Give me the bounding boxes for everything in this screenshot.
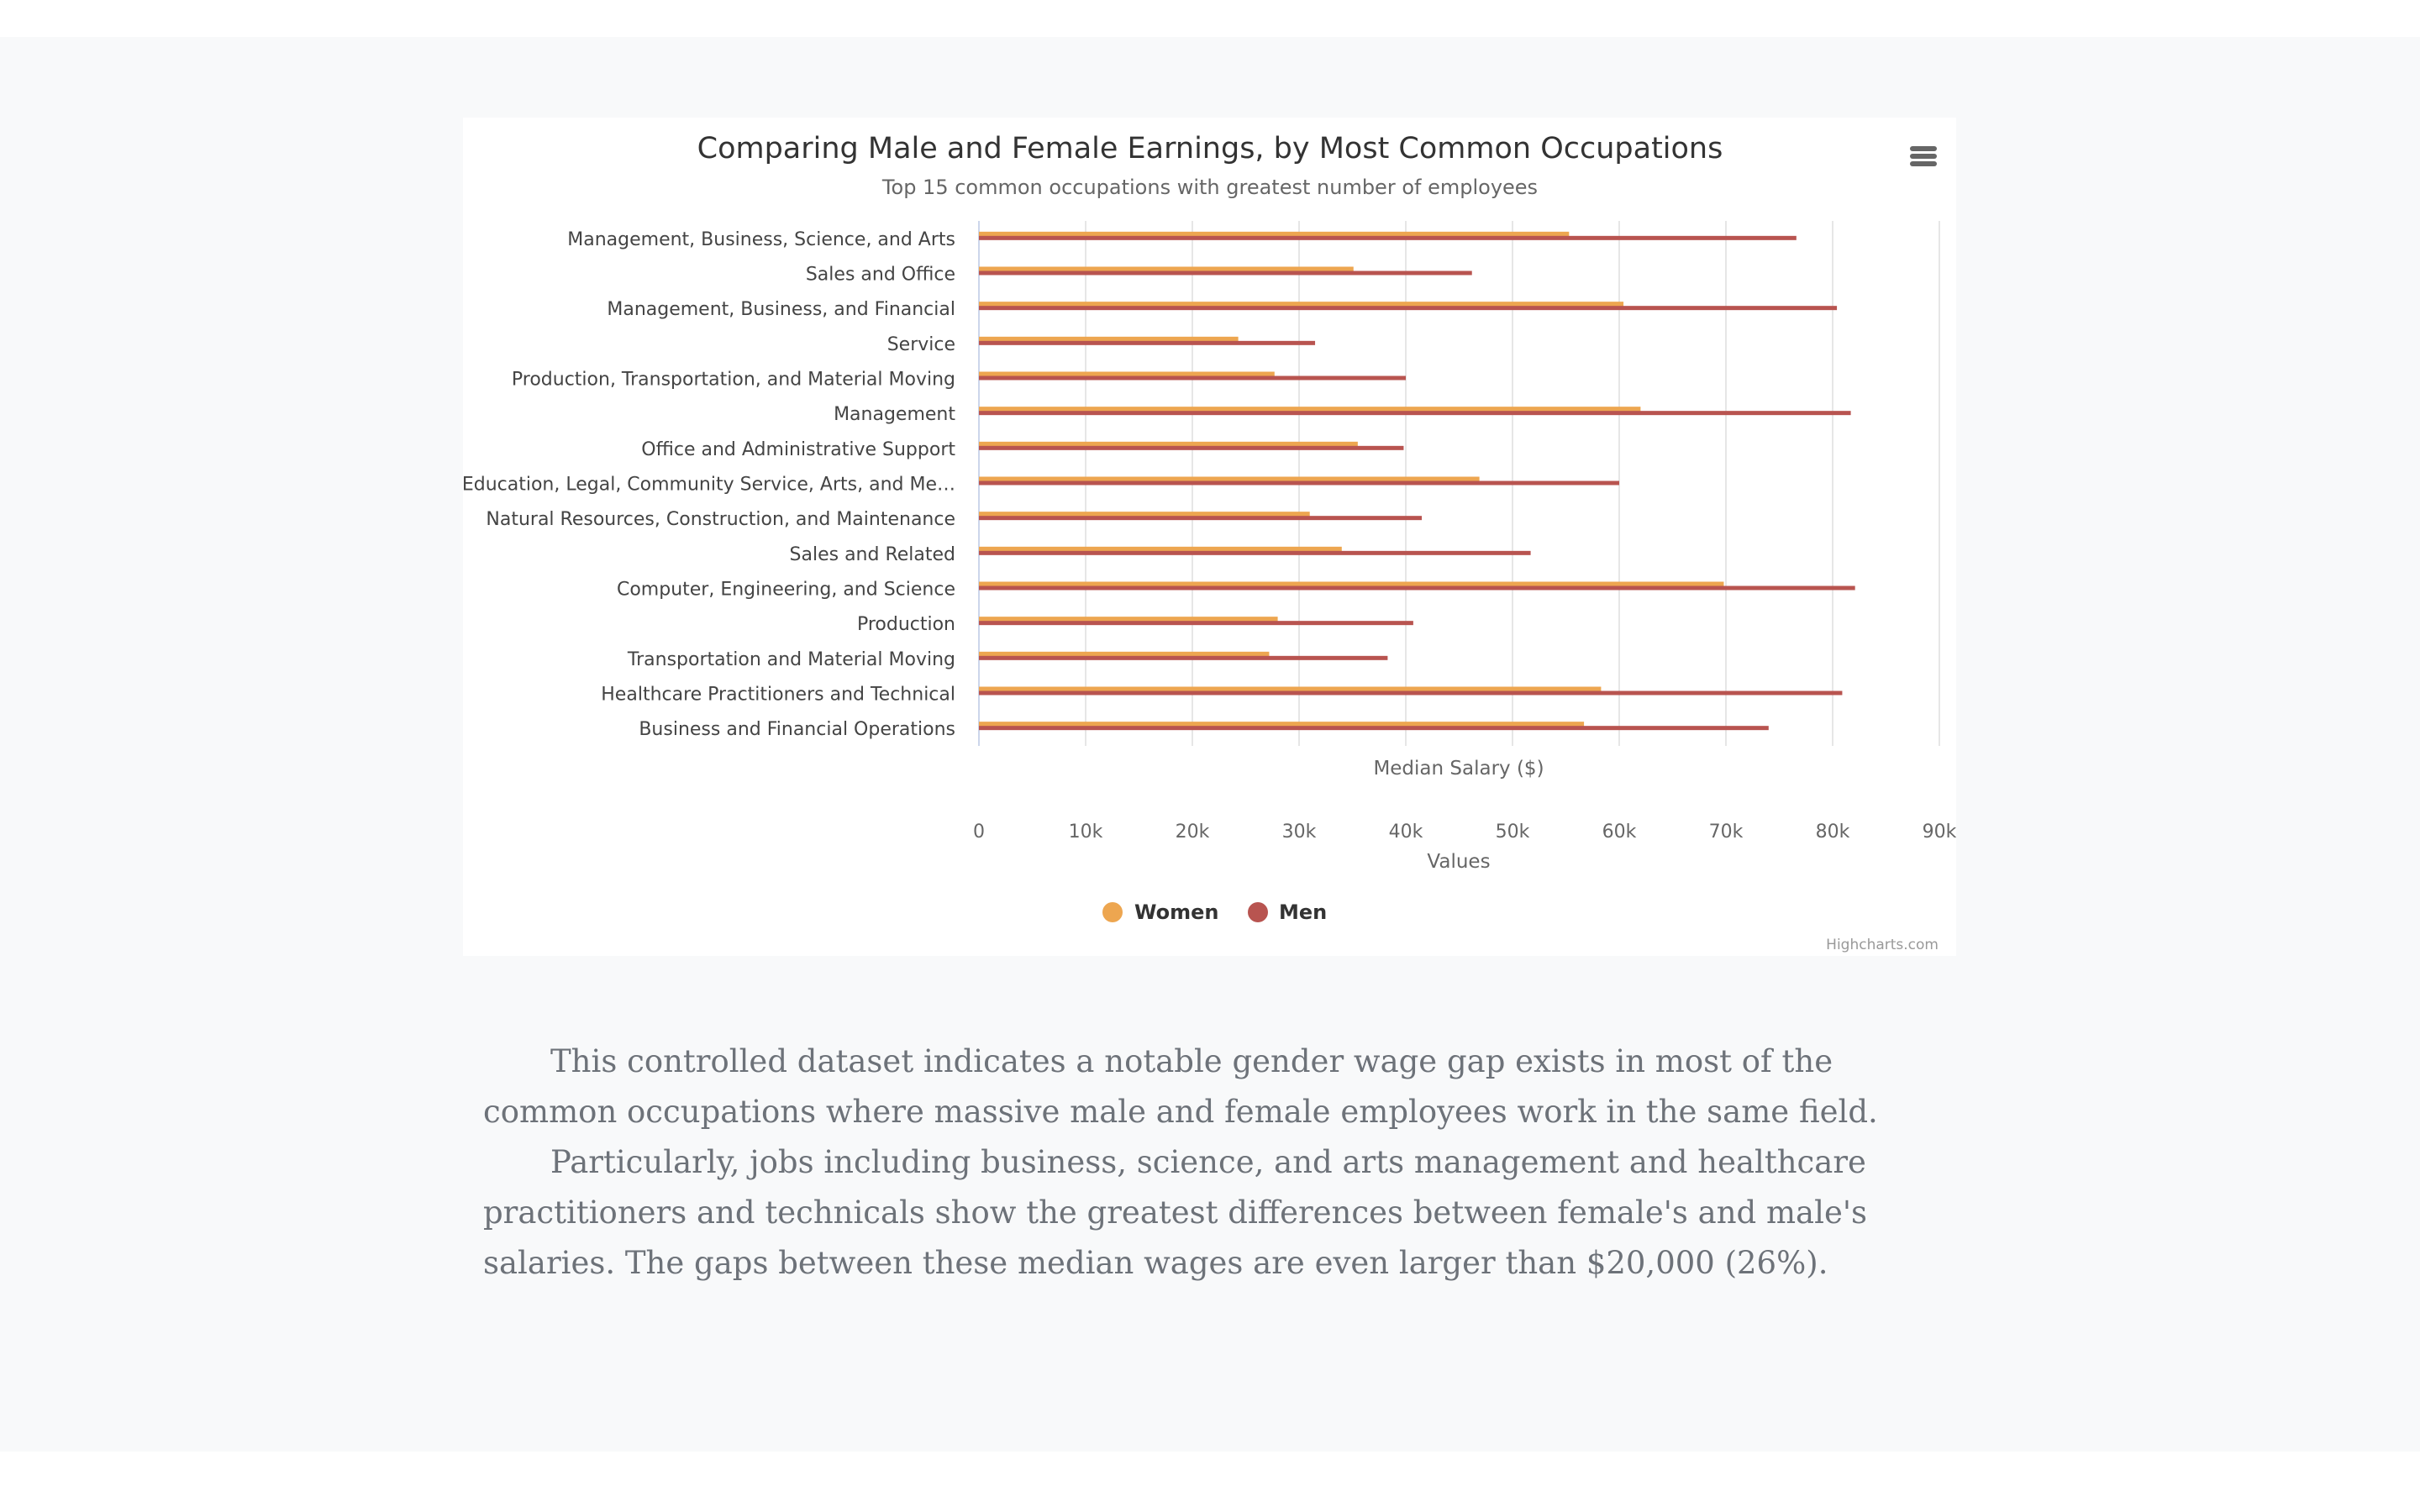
men-bar[interactable] — [979, 621, 1413, 626]
category-label: Management, Business, and Financial — [607, 299, 955, 320]
legend-item-men[interactable]: Men — [1279, 900, 1327, 924]
men-bar[interactable] — [979, 726, 1769, 731]
men-bar[interactable] — [979, 411, 1851, 416]
men-bar[interactable] — [979, 270, 1472, 276]
women-bar[interactable] — [979, 266, 1354, 275]
chart-title: Comparing Male and Female Earnings, by M… — [697, 132, 1723, 165]
women-bar[interactable] — [979, 371, 1275, 380]
men-bar[interactable] — [979, 550, 1531, 555]
x-tick-label: 90k — [1923, 822, 1956, 843]
women-bar[interactable] — [979, 546, 1342, 554]
women-bar[interactable] — [979, 512, 1310, 520]
category-label: Office and Administrative Support — [641, 439, 955, 460]
x-tick-label: 10k — [1069, 822, 1103, 843]
men-bar[interactable] — [979, 655, 1388, 660]
women-bar[interactable] — [979, 302, 1624, 310]
top-axis-title: Median Salary ($) — [1373, 758, 1544, 780]
men-bar[interactable] — [979, 480, 1619, 486]
legend: Women Men — [1102, 900, 1327, 924]
article-paragraph-2: Particularly, jobs including business, s… — [483, 1144, 1868, 1281]
article-paragraph-1: This controlled dataset indicates a nota… — [483, 1043, 1878, 1130]
category-label: Sales and Related — [790, 544, 955, 565]
x-tick-label: 80k — [1816, 822, 1850, 843]
category-label: Production, Transportation, and Material… — [512, 370, 955, 391]
women-bar[interactable] — [979, 336, 1239, 344]
article-text: This controlled dataset indicates a nota… — [483, 1037, 1945, 1289]
men-bar[interactable] — [979, 306, 1838, 311]
women-bar[interactable] — [979, 407, 1641, 415]
category-label: Production — [857, 614, 955, 635]
x-tick-label: 40k — [1389, 822, 1423, 843]
women-bar[interactable] — [979, 441, 1358, 449]
women-bar[interactable] — [979, 651, 1270, 659]
men-bar[interactable] — [979, 585, 1855, 591]
legend-symbol[interactable] — [1248, 902, 1268, 922]
chart-subtitle: Top 15 common occupations with greatest … — [881, 176, 1538, 199]
category-label: Business and Financial Operations — [639, 719, 955, 740]
men-bar[interactable] — [979, 235, 1797, 240]
women-bar[interactable] — [979, 231, 1570, 239]
women-bar[interactable] — [979, 581, 1724, 590]
legend-symbol[interactable] — [1102, 902, 1123, 922]
hamburger-menu-icon[interactable] — [1905, 139, 1942, 173]
men-bar[interactable] — [979, 340, 1316, 345]
category-label: Computer, Engineering, and Science — [617, 580, 955, 601]
x-tick-label: 20k — [1176, 822, 1210, 843]
x-tick-label: 0 — [973, 822, 985, 843]
x-tick-label: 70k — [1709, 822, 1744, 843]
x-axis-title: Values — [1427, 851, 1490, 873]
women-bar[interactable] — [979, 722, 1585, 730]
category-label: Healthcare Practitioners and Technical — [601, 685, 955, 706]
category-label: Natural Resources, Construction, and Mai… — [486, 509, 955, 530]
menu-line — [1910, 154, 1937, 159]
men-bar[interactable] — [979, 445, 1404, 450]
category-label: Transportation and Material Moving — [627, 649, 955, 670]
category-label: Education, Legal, Community Service, Art… — [463, 475, 955, 496]
x-tick-label: 50k — [1496, 822, 1530, 843]
menu-line — [1910, 146, 1937, 151]
category-label: Sales and Office — [806, 265, 955, 286]
bar-chart: Comparing Male and Female Earnings, by M… — [463, 132, 1956, 953]
x-tick-label: 60k — [1602, 822, 1637, 843]
women-bar[interactable] — [979, 476, 1480, 485]
x-axis-tick-labels: 0 10k 20k 30k 40k 50k 60k 70k 80k 90k — [973, 822, 1956, 843]
menu-line — [1910, 161, 1937, 166]
bars — [979, 231, 1855, 731]
men-bar[interactable] — [979, 690, 1843, 696]
chart-container: Comparing Male and Female Earnings, by M… — [463, 118, 1956, 956]
legend-item-women[interactable]: Women — [1134, 900, 1218, 924]
category-label: Management, Business, Science, and Arts — [567, 229, 955, 250]
category-label: Service — [887, 334, 955, 355]
category-label: Management — [834, 404, 955, 425]
women-bar[interactable] — [979, 686, 1602, 695]
category-labels: Management, Business, Science, and Arts S… — [463, 229, 955, 740]
men-bar[interactable] — [979, 516, 1423, 521]
men-bar[interactable] — [979, 375, 1406, 381]
x-tick-label: 30k — [1282, 822, 1317, 843]
women-bar[interactable] — [979, 617, 1278, 625]
credits-link[interactable]: Highcharts.com — [1826, 937, 1939, 953]
